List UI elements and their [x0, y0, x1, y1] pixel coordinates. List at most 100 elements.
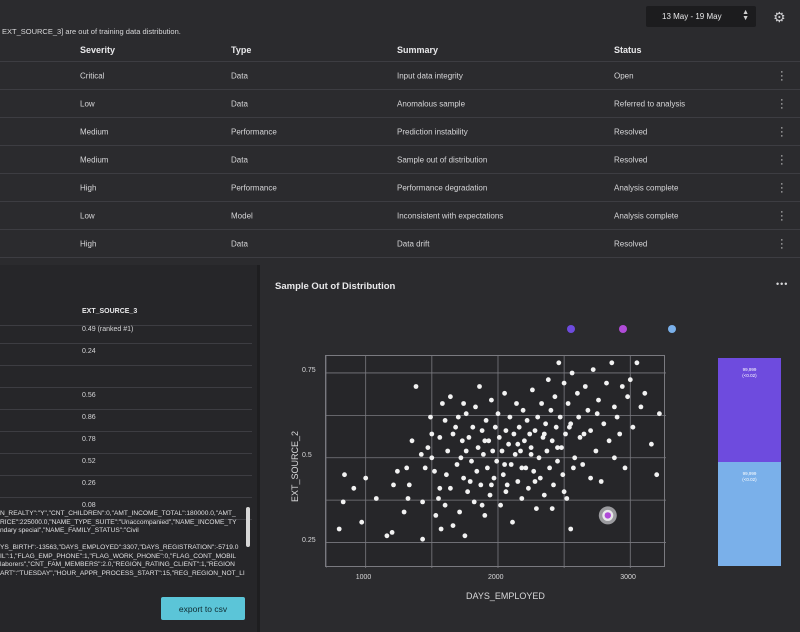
table-row[interactable]: Low Data Anomalous sample Referred to analy…	[0, 90, 800, 118]
alerts-table: Severity Type Summary Status Critical Dat…	[0, 38, 800, 258]
type-cell: Data	[231, 99, 248, 108]
data-point	[649, 441, 654, 447]
table-row[interactable]: Medium Data Sample out of distribution Reso…	[0, 146, 800, 174]
data-point	[495, 411, 501, 417]
data-point	[450, 523, 456, 528]
y-tick-label: 0.75	[302, 366, 316, 374]
x-tick-label: 3000	[620, 574, 636, 581]
bar-bottom-label: 99,999 (<0.02)	[742, 471, 757, 482]
scatter-plot	[326, 356, 666, 568]
data-point	[541, 431, 547, 437]
x-axis-label: DAYS_EMPLOYED	[466, 591, 545, 601]
data-point	[502, 462, 507, 467]
json-scrollbar[interactable]	[246, 507, 250, 547]
legend-dot	[619, 325, 627, 333]
feature-table-header: EXT_SOURCE_3	[0, 304, 252, 326]
data-point	[569, 370, 575, 376]
data-point	[657, 411, 662, 417]
severity-cell: Medium	[80, 155, 109, 164]
column-header-severity[interactable]: Severity	[80, 44, 116, 55]
data-point	[555, 445, 560, 450]
data-point	[544, 448, 550, 454]
data-point	[545, 377, 551, 383]
data-point	[494, 458, 500, 464]
data-point	[492, 424, 498, 430]
legend-item[interactable]	[668, 325, 680, 333]
data-point	[442, 418, 448, 423]
data-point	[577, 435, 583, 440]
row-menu-icon[interactable]: · · ·	[780, 233, 784, 254]
data-point	[549, 438, 555, 444]
data-point	[568, 526, 574, 532]
table-row[interactable]: Medium Performance Prediction instability R…	[0, 118, 800, 146]
data-point	[568, 421, 574, 427]
row-menu-icon[interactable]: · · ·	[780, 93, 784, 114]
y-tick-label: 0.25	[302, 536, 316, 544]
column-header-summary[interactable]: Summary	[397, 44, 439, 55]
data-point	[481, 452, 486, 457]
row-menu-icon[interactable]: · · ·	[780, 65, 784, 86]
distribution-bar-top: 99,999 (<0.02)	[718, 358, 781, 462]
data-point	[543, 421, 548, 427]
data-point	[585, 407, 591, 413]
data-point	[340, 499, 346, 505]
feature-value: 0.26	[82, 480, 96, 487]
distribution-bar-bottom: 99,999 (<0.02)	[718, 462, 781, 566]
data-point	[457, 509, 462, 515]
data-point	[471, 499, 477, 505]
data-point	[448, 394, 453, 400]
data-point	[425, 445, 431, 450]
data-point	[489, 397, 494, 403]
row-menu-icon[interactable]: · · ·	[780, 149, 784, 170]
sample-json-text: N_REALTY":"Y","CNT_CHILDREN":0,"AMT_INCO…	[0, 508, 250, 586]
summary-cell: Sample out of distribution	[397, 155, 488, 164]
data-point	[630, 424, 636, 430]
data-point	[477, 384, 482, 389]
data-point	[555, 458, 560, 464]
json-line: YS_BIRTH":-13563,"DAYS_EMPLOYED":3307,"D…	[0, 544, 239, 551]
feature-value: 0.08	[82, 502, 96, 509]
data-point	[565, 401, 571, 406]
data-point	[582, 384, 588, 389]
data-point	[581, 431, 587, 437]
column-header-type[interactable]: Type	[231, 44, 252, 55]
feature-row: 0.78	[0, 432, 252, 454]
table-row[interactable]: High Performance Performance degradation An…	[0, 174, 800, 202]
data-point	[561, 380, 567, 386]
data-point	[532, 428, 538, 433]
json-line: ART":"TUESDAY","HOUR_APPR_PROCESS_START"…	[0, 569, 245, 577]
legend-item[interactable]	[567, 325, 579, 333]
table-row[interactable]: Critical Data Input data integrity Open · · ·	[0, 62, 800, 90]
data-point	[428, 414, 433, 420]
row-menu-icon[interactable]: · · ·	[780, 177, 784, 198]
severity-cell: Low	[80, 99, 95, 108]
gear-icon[interactable]: ⚙	[773, 9, 786, 25]
table-row[interactable]: Low Model Inconsistent with expectations An…	[0, 202, 800, 230]
data-point	[617, 431, 623, 437]
row-menu-icon[interactable]: · · ·	[780, 205, 784, 226]
data-point	[420, 499, 425, 505]
legend-item[interactable]	[619, 325, 631, 333]
data-point	[491, 475, 497, 481]
feature-row: 0.52	[0, 454, 252, 476]
data-point	[479, 428, 485, 433]
data-point	[606, 438, 612, 444]
data-point	[336, 526, 342, 532]
table-row[interactable]: High Data Data drift Resolved · · ·	[0, 230, 800, 258]
data-point	[442, 502, 448, 508]
data-point	[503, 489, 509, 495]
data-point	[576, 414, 582, 420]
data-point	[523, 465, 529, 471]
data-point	[512, 452, 518, 457]
date-range-select[interactable]: 13 May - 19 May ▲ ▼	[646, 6, 756, 27]
row-menu-icon[interactable]: · · ·	[780, 121, 784, 142]
data-point	[485, 465, 490, 471]
more-options-icon[interactable]: •••	[776, 279, 789, 289]
feature-row: 0.26	[0, 476, 252, 498]
summary-cell: Performance degradation	[397, 183, 488, 192]
export-csv-button[interactable]: export to csv	[161, 597, 245, 620]
y-axis-label: EXT_SOURCE_2	[290, 430, 300, 502]
data-point	[564, 496, 570, 501]
column-header-status[interactable]: Status	[614, 44, 642, 55]
data-point	[467, 479, 473, 484]
